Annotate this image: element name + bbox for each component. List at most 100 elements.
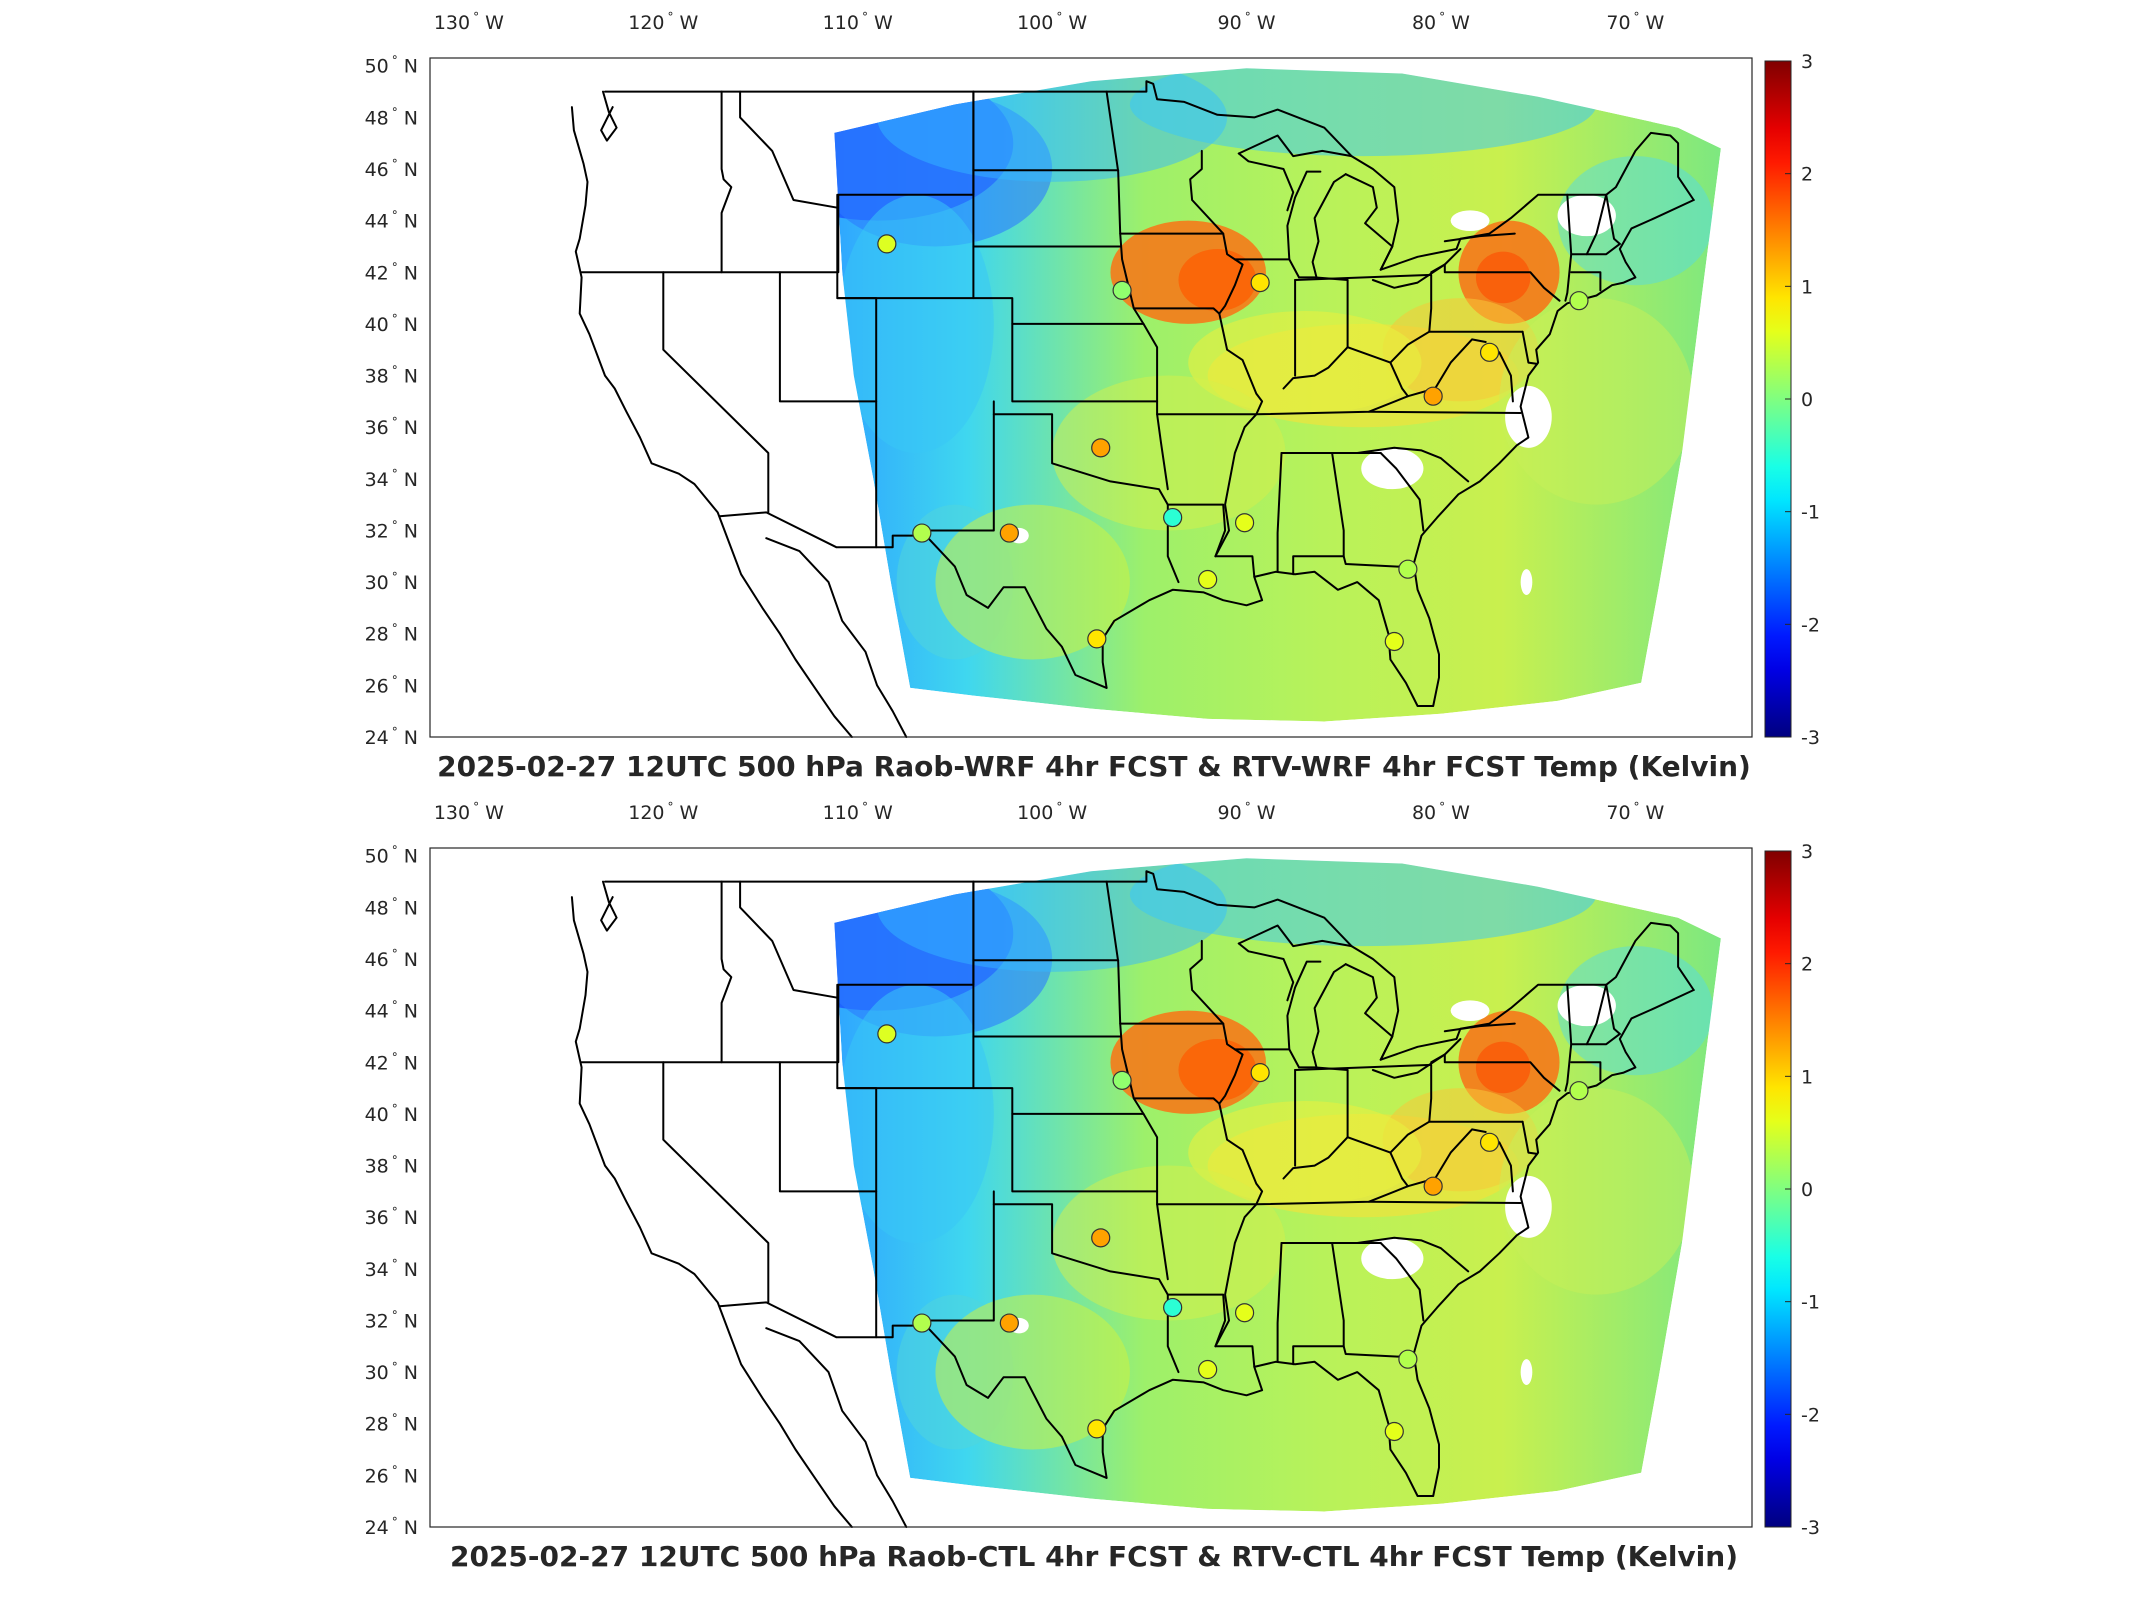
panel-title: 2025-02-27 12UTC 500 hPa Raob-WRF 4hr FC… (437, 750, 1751, 783)
state-border (1294, 273, 1524, 333)
raob-station-marker (1479, 1132, 1500, 1152)
map-panel-bottom: 130 ° W 120 ° W 110 ° W 100 ° W 90 ° W 80 ° W 70 ° W 50 ° N 48 ° N… (0, 790, 2133, 1580)
colorbar-tick-label: 0 (1801, 389, 1813, 411)
raob-station-marker (1091, 1228, 1111, 1248)
lat-tick-label: 34 ° N (365, 467, 418, 491)
state-border (1585, 1032, 1621, 1046)
state-border (1389, 330, 1431, 364)
missing-data-gap (1557, 984, 1616, 1027)
lat-tick-label: 26 ° N (365, 1463, 418, 1487)
lon-tick-label: 100 ° W (1017, 10, 1087, 34)
lat-tick-label: 38 ° N (365, 1154, 418, 1178)
field-anomaly (1557, 156, 1714, 286)
raob-station-marker (1398, 1349, 1418, 1369)
field-anomaly (1178, 1039, 1257, 1102)
field-anomaly (1178, 249, 1257, 312)
colorbar-tick-label: 2 (1801, 164, 1813, 186)
state-border (662, 1061, 770, 1304)
lon-tick-label: 110 ° W (823, 10, 893, 34)
state-border (992, 1203, 1169, 1296)
map-frame (429, 57, 1753, 738)
state-border (1237, 134, 1353, 158)
raob-station-marker (1163, 507, 1183, 528)
state-border (1286, 170, 1322, 279)
state-border (1389, 1120, 1431, 1154)
lat-tick-label: 32 ° N (365, 1308, 418, 1332)
rtv-field (834, 858, 1721, 1512)
state-border (1605, 193, 1621, 245)
raob-station-marker (1087, 629, 1107, 649)
state-border (1379, 1242, 1425, 1322)
field-anomaly (1188, 311, 1422, 415)
state-border (1255, 346, 1409, 416)
state-border (1570, 193, 1608, 256)
lat-tick-label: 38 ° N (365, 364, 418, 388)
state-border (1156, 413, 1169, 491)
raob-station-marker (1479, 342, 1500, 362)
lat-tick-label: 50 ° N (365, 844, 418, 868)
lon-tick-label: 90 ° W (1218, 10, 1276, 34)
raob-station-marker (1163, 1297, 1183, 1318)
coastline-baja-gulf (765, 537, 908, 738)
state-border (1570, 983, 1608, 1046)
map-svg-top: 130 ° W 120 ° W 110 ° W 100 ° W 90 ° W 80 ° W 70 ° W 50 ° N 48 ° N… (365, 10, 1820, 783)
state-border (1294, 1063, 1524, 1123)
state-border (739, 90, 839, 209)
raob-station-marker (877, 1024, 897, 1044)
colorbar-tick-label: -1 (1801, 502, 1820, 524)
raob-station-marker (999, 523, 1019, 543)
lat-tick-label: 36 ° N (365, 1205, 418, 1229)
state-border (1166, 1293, 1256, 1368)
missing-data-gap (1520, 1359, 1533, 1386)
lat-tick-label: 48 ° N (365, 895, 418, 919)
lat-tick-label: 42 ° N (365, 1050, 418, 1074)
colorbar-tick-label: -1 (1801, 1292, 1820, 1314)
raob-station-marker (912, 1313, 932, 1333)
lat-tick-label: 44 ° N (365, 999, 418, 1023)
state-border (1311, 963, 1347, 1069)
colorbar-tick-label: -2 (1801, 1404, 1820, 1426)
coastline-puget (600, 880, 618, 932)
map-panel-top: 130 ° W 120 ° W 110 ° W 100 ° W 90 ° W 80 ° W 70 ° W 50 ° N 48 ° N… (0, 0, 2133, 790)
state-border (1570, 271, 1602, 292)
raob-station-marker (1250, 1063, 1270, 1083)
colorbar-tick-label: 2 (1801, 954, 1813, 976)
state-border (1585, 242, 1621, 256)
coastline-gulf-atlantic (1101, 989, 1695, 1497)
state-border (1368, 1200, 1522, 1204)
state-border (1156, 1203, 1169, 1281)
lat-tick-label: 50 ° N (365, 54, 418, 78)
state-border (1344, 963, 1394, 1061)
field-anomaly (1475, 1041, 1531, 1094)
field-anomaly (1382, 298, 1539, 402)
lat-tick-label: 28 ° N (365, 622, 418, 646)
lat-tick-label: 42 ° N (365, 260, 418, 284)
state-border (1521, 1120, 1539, 1155)
state-border (1298, 1066, 1349, 1071)
raob-station-marker (1198, 569, 1218, 590)
coastline-west (570, 896, 853, 1528)
state-border (662, 271, 770, 514)
raob-station-marker (1234, 1303, 1255, 1323)
raob-station-marker (1112, 280, 1132, 300)
state-border (1119, 1022, 1244, 1105)
coastline-baja-gulf (765, 1327, 908, 1528)
state-border (1564, 193, 1573, 302)
lat-tick-label: 30 ° N (365, 570, 418, 594)
coastline-gulf-atlantic (1101, 199, 1695, 707)
state-border (1311, 173, 1347, 279)
lon-tick-label: 80 ° W (1412, 10, 1470, 34)
raob-station-marker (1198, 1359, 1218, 1380)
colorbar-tick-label: 0 (1801, 1179, 1813, 1201)
raob-station-marker (1384, 631, 1404, 652)
raob-station-marker (1384, 1421, 1404, 1442)
state-border (1498, 351, 1514, 403)
missing-data-gap (1505, 385, 1552, 448)
state-border (1255, 1136, 1409, 1206)
lon-tick-label: 130 ° W (434, 10, 504, 34)
field-anomaly (1475, 251, 1531, 304)
lon-tick-label: 110 ° W (823, 800, 893, 824)
raob-station-marker (1423, 386, 1443, 406)
colorbar-tick-label: 1 (1801, 1066, 1813, 1088)
raob-station-marker (1234, 513, 1255, 533)
